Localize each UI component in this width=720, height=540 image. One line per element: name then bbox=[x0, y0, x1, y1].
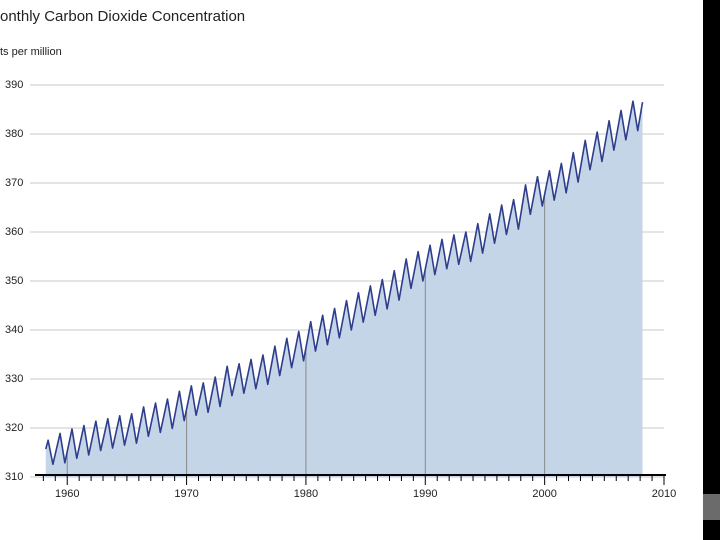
y-tick-label: 320 bbox=[5, 422, 23, 434]
x-tick-label: 1990 bbox=[413, 488, 437, 500]
y-tick-label: 380 bbox=[5, 128, 23, 140]
y-tick-label: 310 bbox=[5, 471, 23, 483]
x-tick-label: 2010 bbox=[652, 488, 676, 500]
x-tick-label: 1980 bbox=[294, 488, 318, 500]
x-tick-label: 1970 bbox=[174, 488, 198, 500]
y-tick-label: 340 bbox=[5, 324, 23, 336]
y-tick-label: 370 bbox=[5, 177, 23, 189]
x-tick-label: 2000 bbox=[532, 488, 556, 500]
y-tick-label: 390 bbox=[5, 79, 23, 91]
y-tick-label: 360 bbox=[5, 226, 23, 238]
y-tick-label: 330 bbox=[5, 373, 23, 385]
x-tick-label: 1960 bbox=[55, 488, 79, 500]
chart-subtitle: ts per million bbox=[0, 46, 62, 58]
line bbox=[44, 100, 644, 466]
slide-edge-mark bbox=[703, 494, 720, 520]
chart-title: onthly Carbon Dioxide Concentration bbox=[0, 8, 245, 25]
area bbox=[45, 101, 643, 478]
slide-edge bbox=[703, 0, 720, 540]
y-tick-label: 350 bbox=[5, 275, 23, 287]
